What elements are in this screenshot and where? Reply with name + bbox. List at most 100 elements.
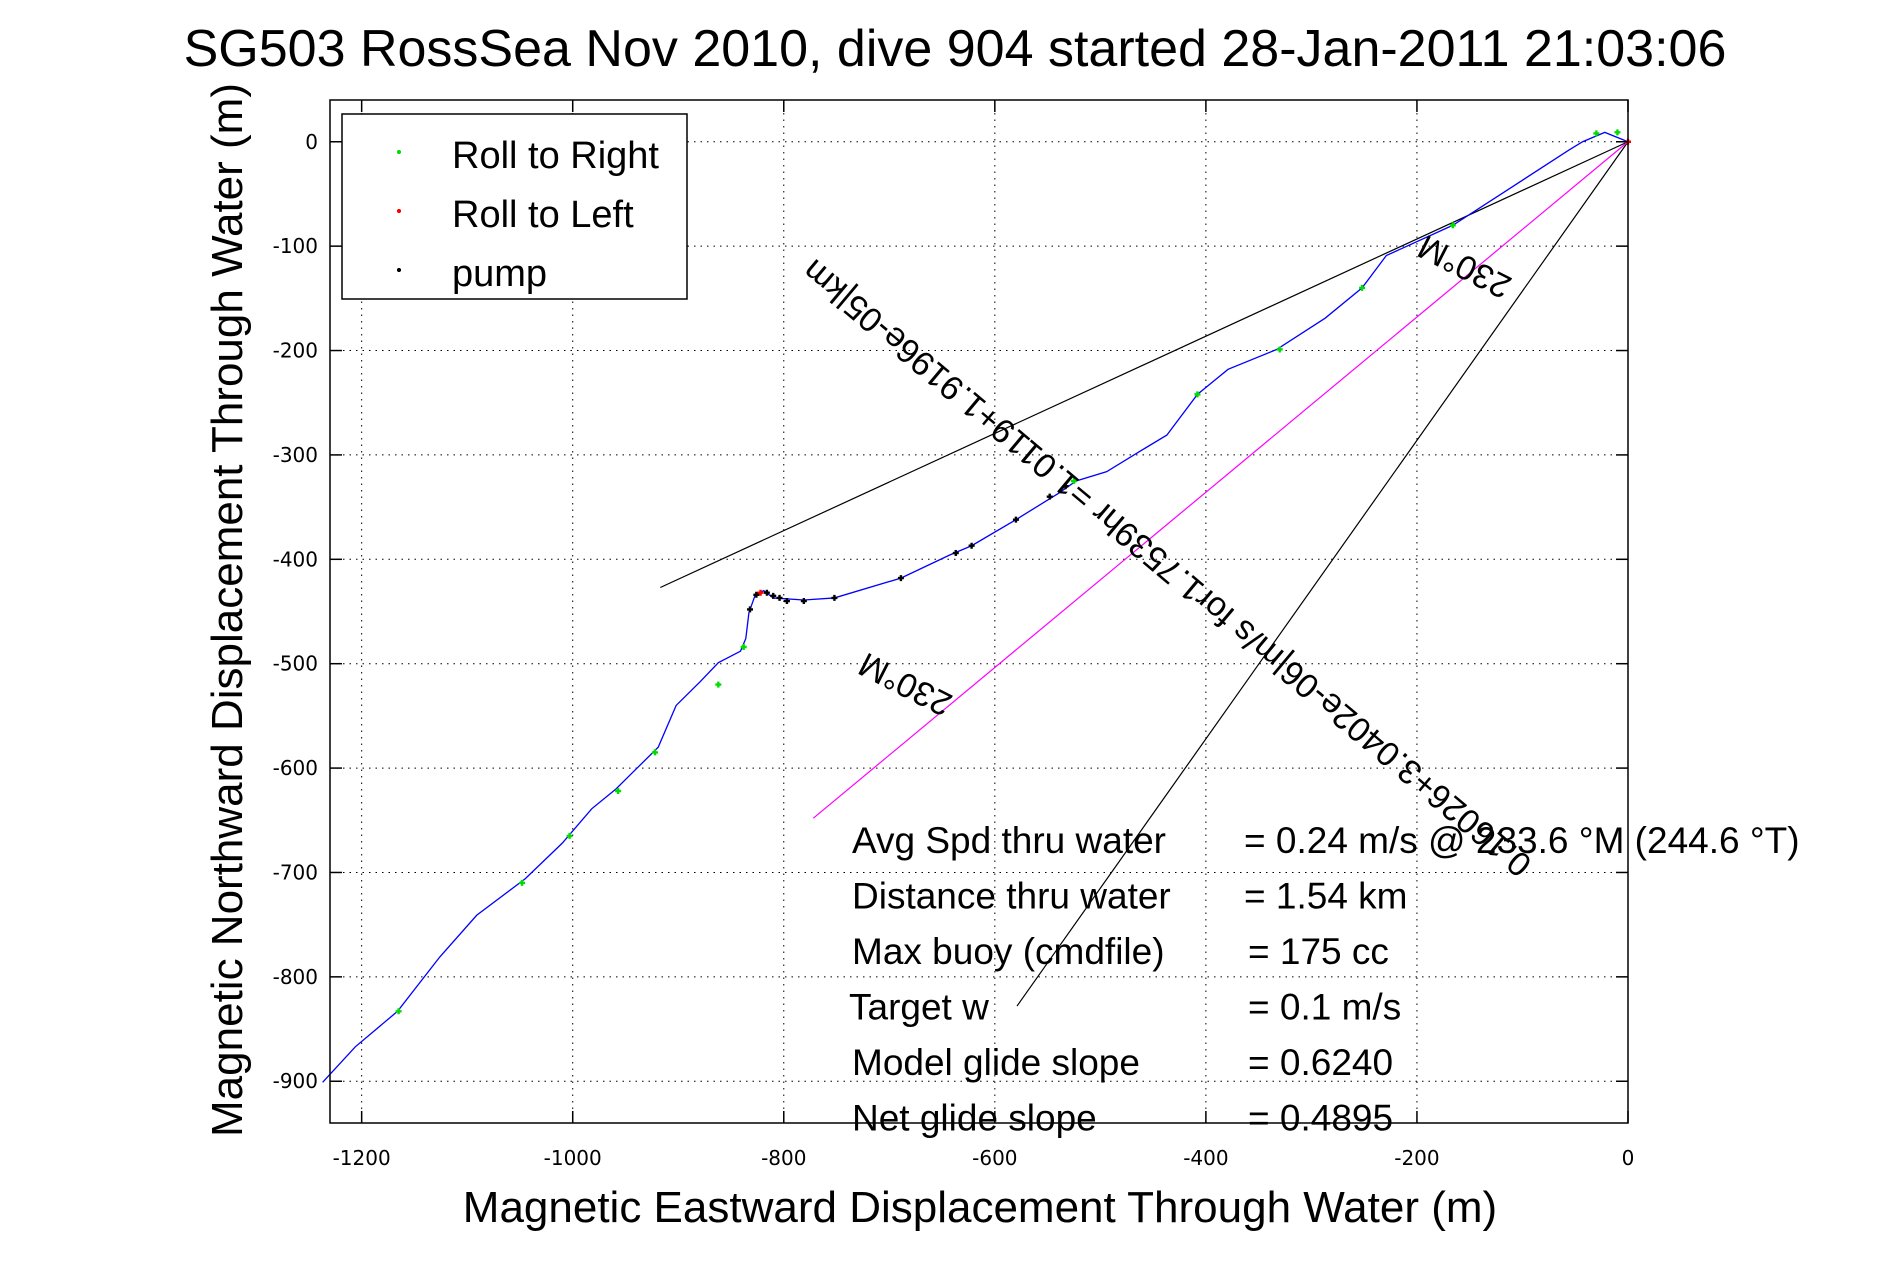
roll-right-point [1276, 346, 1283, 353]
pump-point [1012, 516, 1019, 523]
roll-right-point [1194, 391, 1201, 398]
rotated-label: 0.16026+3.0402e-06|m/s for1.7539hr =1.01… [795, 252, 1538, 884]
legend-marker [397, 150, 401, 154]
roll-right-point [1070, 478, 1077, 485]
pump-point-mark [1012, 516, 1019, 523]
pump-point-mark [831, 594, 838, 601]
annotation-value: = 1.54 km [1244, 876, 1408, 917]
pump-point-mark [952, 550, 959, 557]
annotation-label: Model glide slope [852, 1042, 1140, 1083]
roll-right-point-mark [1593, 130, 1600, 137]
x-tick-label: -1200 [333, 1146, 391, 1170]
roll-right-point [1593, 130, 1600, 137]
legend-marker [397, 268, 401, 272]
markers [395, 129, 1631, 1015]
pump-point-mark [776, 594, 783, 601]
x-tick-label: -1000 [544, 1146, 602, 1170]
pump-point [968, 542, 975, 549]
x-tick-label: 0 [1622, 1146, 1635, 1170]
roll-right-point-mark [740, 643, 747, 650]
pump-point-mark [897, 575, 904, 582]
roll-left-point [757, 589, 764, 596]
pump-point [770, 592, 777, 599]
roll-right-point-mark [1359, 284, 1366, 291]
annotations: Avg Spd thru water = 0.24 m/s @ 233.6 °M … [849, 820, 1800, 1139]
y-tick-label: -900 [273, 1069, 318, 1093]
roll-right-point-mark [1449, 222, 1456, 229]
rotated-labels: 230°M0.16026+3.0402e-06|m/s for1.7539hr … [795, 227, 1538, 884]
roll-right-point [615, 788, 622, 795]
annotation-value: = 175 cc [1248, 931, 1389, 972]
pump-point-mark [783, 598, 790, 605]
roll-right-point-mark [566, 832, 573, 839]
legend-marker [397, 209, 401, 213]
upper-heading-line [660, 141, 1629, 589]
roll-right-point [1449, 222, 1456, 229]
pump-point-mark [770, 592, 777, 599]
pump-point-mark [1046, 493, 1053, 500]
y-tick-label: 0 [305, 130, 318, 154]
x-tick-label: -600 [972, 1146, 1017, 1170]
pump-point [747, 606, 754, 613]
roll-right-point-mark [715, 681, 722, 688]
roll-right-point-mark [1276, 346, 1283, 353]
roll-right-point-mark [1614, 129, 1621, 136]
legend-label: Roll to Right [452, 135, 659, 177]
pump-point [1046, 493, 1053, 500]
pump-point [1062, 483, 1069, 490]
pump-point-mark [800, 598, 807, 605]
roll-right-point [740, 643, 747, 650]
y-tick-label: -100 [273, 234, 318, 258]
roll-left-point-mark [757, 589, 764, 596]
current-line [812, 141, 1629, 819]
pump-point-mark [1062, 483, 1069, 490]
roll-right-point-mark [395, 1008, 402, 1015]
roll-right-point [715, 681, 722, 688]
roll-right-point-mark [1194, 391, 1201, 398]
roll-right-point-mark [652, 749, 659, 756]
annotation-label: Target w [849, 987, 989, 1028]
roll-right-point [652, 749, 659, 756]
pump-point [763, 589, 770, 596]
chart-title: SG503 RossSea Nov 2010, dive 904 started… [184, 20, 1727, 78]
pump-point-mark [753, 591, 760, 598]
roll-right-point-mark [615, 788, 622, 795]
annotation-value: = 0.1 m/s [1248, 987, 1401, 1028]
lower-heading-line [1016, 141, 1629, 1007]
pump-point [952, 550, 959, 557]
pump-point [897, 575, 904, 582]
roll-right-point [519, 879, 526, 886]
annotation-label: Max buoy (cmdfile) [852, 931, 1165, 972]
roll-right-point [1359, 284, 1366, 291]
pump-point-mark [968, 542, 975, 549]
roll-right-point [1614, 129, 1621, 136]
rotated-label: 230°M [853, 645, 958, 724]
y-tick-label: -800 [273, 965, 318, 989]
x-tick-label: -400 [1183, 1146, 1228, 1170]
annotation-label: Avg Spd thru water [852, 820, 1166, 861]
y-tick-label: -600 [273, 756, 318, 780]
rotated-label: 230°M [1412, 227, 1517, 306]
annotation-label: Distance thru water [852, 876, 1171, 917]
roll-right-point-mark [519, 879, 526, 886]
legend: Roll to Right Roll to Left pump [341, 113, 688, 300]
x-axis-label: Magnetic Eastward Displacement Through W… [463, 1183, 1497, 1232]
y-tick-label: -700 [273, 860, 318, 884]
pump-point [831, 594, 838, 601]
y-tick-label: -200 [273, 339, 318, 363]
pump-point [753, 591, 760, 598]
legend-label: Roll to Left [452, 194, 634, 236]
plot-area [329, 99, 1629, 1124]
y-axis-label: Magnetic Northward Displacement Through … [203, 83, 252, 1137]
pump-point [783, 598, 790, 605]
annotation-value: = 0.4895 [1248, 1098, 1393, 1139]
pump-point-mark [747, 606, 754, 613]
ticks: -1200 -1000 -800 -600 -400 -200 0 0 -100 -200 -300… [273, 100, 1635, 1170]
x-tick-label: -800 [761, 1146, 806, 1170]
roll-right-point-mark [1070, 478, 1077, 485]
annotation-value: = 0.6240 [1248, 1042, 1393, 1083]
y-tick-label: -500 [273, 652, 318, 676]
roll-right-point [566, 832, 573, 839]
annotation-value: = 0.24 m/s @ 233.6 °M (244.6 °T) [1244, 820, 1800, 861]
